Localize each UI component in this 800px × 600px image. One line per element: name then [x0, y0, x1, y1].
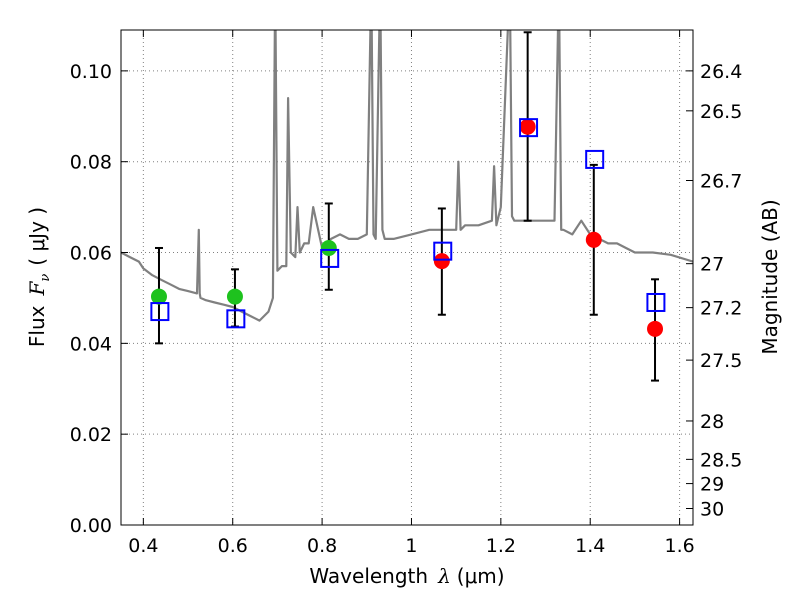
- red-point: [585, 231, 602, 248]
- y2-tick-label: 28.5: [700, 449, 742, 471]
- y2-tick-label: 27: [700, 254, 724, 276]
- template-spectrum-line: [121, 30, 693, 322]
- y-tick-label: 0.00: [70, 515, 112, 537]
- y2-tick-label: 29: [700, 474, 724, 496]
- y2-axis-label: Magnitude (AB): [758, 199, 782, 354]
- red-point: [519, 118, 536, 135]
- point-layer: [150, 118, 666, 337]
- x-tick-label: 1.6: [664, 535, 694, 557]
- open-square-point: [585, 149, 605, 169]
- plot-frame: [120, 29, 694, 526]
- y2-tick-labels: 26.4 26.5 26.7 27 27.2 27.5 28 28.5 29 30: [700, 61, 742, 521]
- green-point: [150, 288, 167, 305]
- open-square-point: [646, 292, 666, 312]
- y2-tick-label: 28: [700, 411, 724, 433]
- errorbar-layer: [154, 31, 660, 382]
- y2-tick-label: 26.5: [700, 101, 742, 123]
- grid-lines: [121, 30, 693, 526]
- x-tick-label: 0.4: [128, 535, 158, 557]
- open-square-point: [519, 118, 539, 138]
- y2-tick-label: 30: [700, 499, 724, 521]
- y2-tick-label: 26.7: [700, 171, 742, 193]
- y2-tick-label: 27.2: [700, 298, 742, 320]
- x-tick-label: 1.4: [575, 535, 605, 557]
- y-tick-label: 0.04: [70, 333, 112, 355]
- x-tick-label: 0.8: [307, 535, 337, 557]
- y-tick-labels: 0.00 0.02 0.04 0.06 0.08 0.10: [70, 61, 112, 537]
- template-spectrum-layer: [121, 30, 693, 322]
- green-point: [226, 288, 243, 305]
- y-tick-label: 0.08: [70, 152, 112, 174]
- red-point: [647, 320, 664, 337]
- open-square-point: [150, 302, 170, 322]
- y-axis-label: FluxFν( μJy ): [25, 207, 53, 347]
- y2-tick-label: 26.4: [700, 61, 742, 83]
- y-tick-label: 0.06: [70, 243, 112, 265]
- open-square-point: [433, 241, 453, 261]
- red-point: [433, 253, 450, 270]
- x-axis-label: Wavelength λ (μm): [309, 564, 504, 588]
- open-square-point: [226, 309, 246, 329]
- y-tick-label: 0.10: [70, 61, 112, 83]
- x-tick-label: 1.2: [486, 535, 516, 557]
- open-square-point: [320, 248, 340, 268]
- y-tick-label: 0.02: [70, 424, 112, 446]
- x-tick-labels: 0.4 0.6 0.8 1 1.2 1.4 1.6: [128, 535, 694, 557]
- y2-tick-label: 27.5: [700, 350, 742, 372]
- x-tick-label: 0.6: [218, 535, 248, 557]
- x-tick-label: 1: [405, 535, 417, 557]
- green-point: [320, 239, 337, 256]
- tick-marks: [121, 30, 693, 526]
